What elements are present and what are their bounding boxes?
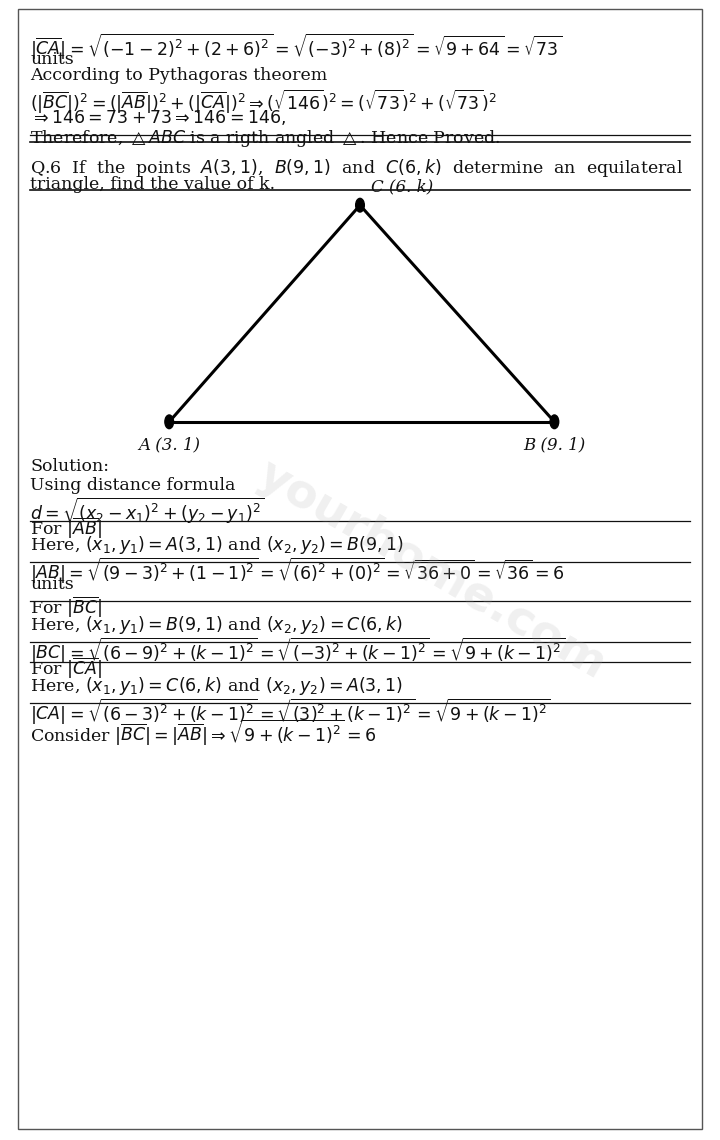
Text: $|\overline{AB}| = \sqrt{(9-3)^2+(1-1)^2} = \sqrt{(6)^2+(0)^2} = \sqrt{36+0} = \: $|\overline{AB}| = \sqrt{(9-3)^2+(1-1)^2…	[30, 556, 564, 586]
Text: Consider $|\overline{BC}| = |\overline{AB}| \Rightarrow \sqrt{9+(k-1)^2} = 6$: Consider $|\overline{BC}| = |\overline{A…	[30, 718, 377, 748]
Text: Here, $(x_1, y_1) = C(6, k)$ and $(x_2, y_2) = A(3,1)$: Here, $(x_1, y_1) = C(6, k)$ and $(x_2, …	[30, 675, 403, 697]
Text: Solution:: Solution:	[30, 458, 109, 475]
Text: According to Pythagoras theorem: According to Pythagoras theorem	[30, 66, 328, 83]
Text: For $|\overline{BC}|$: For $|\overline{BC}|$	[30, 595, 102, 620]
Text: A (3. 1): A (3. 1)	[138, 437, 200, 454]
Text: $|\overline{CA}| = \sqrt{(-1-2)^2+(2+6)^2} = \sqrt{(-3)^2+(8)^2} = \sqrt{9+64} =: $|\overline{CA}| = \sqrt{(-1-2)^2+(2+6)^…	[30, 32, 562, 62]
Text: $d = \sqrt{(x_2 - x_1)^2 + (y_2 - y_1)^2}$: $d = \sqrt{(x_2 - x_1)^2 + (y_2 - y_1)^2…	[30, 496, 265, 527]
Circle shape	[165, 415, 174, 429]
Text: $|\overline{CA}| = \sqrt{(6-3)^2+(k-1)^2} = \sqrt{(3)^2+(k-1)^2} = \sqrt{9+(k-1): $|\overline{CA}| = \sqrt{(6-3)^2+(k-1)^2…	[30, 697, 551, 727]
Text: triangle, find the value of k.: triangle, find the value of k.	[30, 176, 275, 193]
Text: Q.6  If  the  points  $A(3,1)$,  $B(9,1)$  and  $C(6,k)$  determine  an  equilat: Q.6 If the points $A(3,1)$, $B(9,1)$ and…	[30, 157, 683, 179]
Text: For $|\overline{AB}|$: For $|\overline{AB}|$	[30, 515, 102, 540]
Text: B (9. 1): B (9. 1)	[523, 437, 585, 454]
Text: Using distance formula: Using distance formula	[30, 477, 235, 494]
Text: $(|\overline{BC}|)^2 = (|\overline{AB}|)^2 + (|\overline{CA}|)^2 \Rightarrow (\s: $(|\overline{BC}|)^2 = (|\overline{AB}|)…	[30, 88, 497, 116]
Text: For $|\overline{CA}|$: For $|\overline{CA}|$	[30, 657, 102, 682]
Text: Therefore, $\triangle ABC$ is a rigth angled $\triangle$. Hence Proved.: Therefore, $\triangle ABC$ is a rigth an…	[30, 128, 500, 148]
Text: units: units	[30, 576, 74, 593]
Text: $\Rightarrow 146 = 73 + 73 \Rightarrow 146 = 146,$: $\Rightarrow 146 = 73 + 73 \Rightarrow 1…	[30, 108, 287, 127]
Text: Here, $(x_1, y_1) = B(9,1)$ and $(x_2, y_2) = C(6, k)$: Here, $(x_1, y_1) = B(9,1)$ and $(x_2, y…	[30, 613, 403, 636]
Circle shape	[356, 198, 364, 212]
Text: $|\overline{BC}| = \sqrt{(6-9)^2+(k-1)^2} = \sqrt{(-3)^2+(k-1)^2} = \sqrt{9+(k-1: $|\overline{BC}| = \sqrt{(6-9)^2+(k-1)^2…	[30, 636, 565, 666]
Circle shape	[550, 415, 559, 429]
Text: units: units	[30, 50, 74, 67]
Text: yourhome.com: yourhome.com	[250, 451, 614, 689]
Text: Here, $(x_1, y_1) = A(3,1)$ and $(x_2, y_2) = B(9,1)$: Here, $(x_1, y_1) = A(3,1)$ and $(x_2, y…	[30, 534, 404, 556]
Text: C (6. k): C (6. k)	[371, 178, 433, 195]
